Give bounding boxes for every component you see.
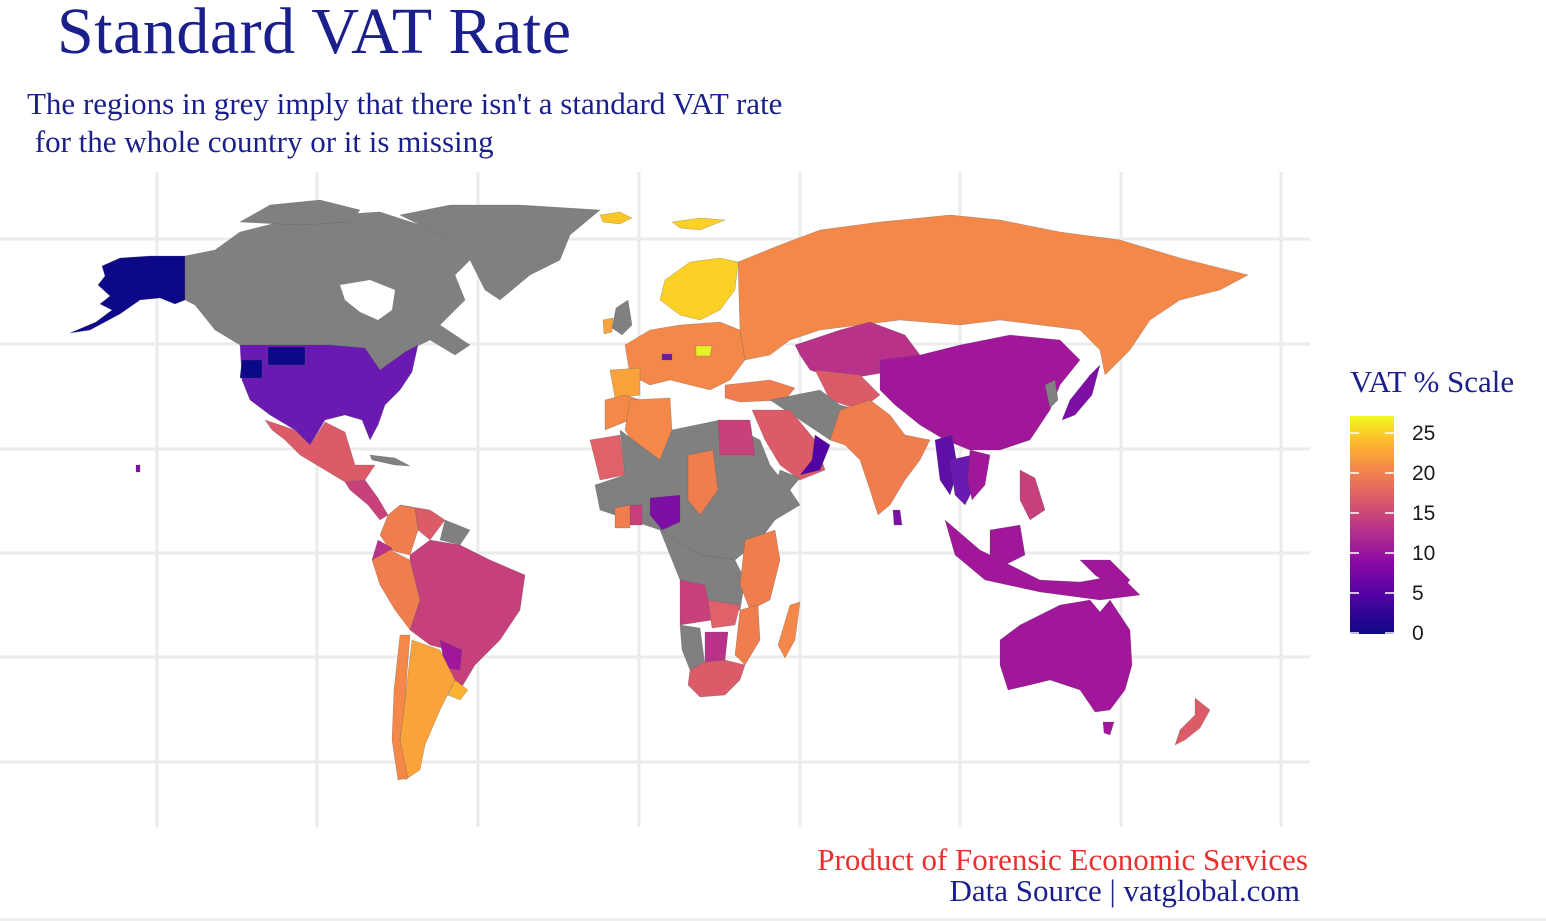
region-greenland <box>399 204 601 301</box>
region-oman <box>799 434 831 476</box>
legend-label-25: 25 <box>1412 422 1436 445</box>
region-scandinavia <box>659 257 739 321</box>
vat-legend: VAT % Scale 25 20 15 10 5 0 <box>1350 364 1515 644</box>
region-canada-islands <box>239 199 361 226</box>
region-brazil <box>409 539 526 691</box>
legend-label-0: 0 <box>1412 622 1424 645</box>
region-egypt <box>717 419 756 456</box>
region-oregon <box>239 359 263 379</box>
region-guyana <box>439 519 471 546</box>
region-hungary <box>695 345 713 357</box>
legend-tick-5 <box>1350 592 1394 594</box>
region-mozambique <box>734 604 761 666</box>
legend-label-5: 5 <box>1412 582 1424 605</box>
region-cuba <box>369 454 411 467</box>
chart-subtitle: The regions in grey imply that there isn… <box>27 86 783 159</box>
credit-text: Product of Forensic Economic Services <box>817 842 1308 877</box>
region-mexico <box>264 419 376 483</box>
bottom-divider <box>0 918 1546 921</box>
region-chile <box>391 634 411 781</box>
region-central-america <box>344 479 389 521</box>
world-map <box>0 172 1310 827</box>
region-mauritania <box>589 434 626 481</box>
region-chad <box>687 449 719 516</box>
legend-label-15: 15 <box>1412 502 1436 525</box>
region-srilanka <box>892 509 903 526</box>
legend-colorbar <box>1350 416 1394 634</box>
region-namibia <box>679 624 706 671</box>
region-korea <box>1044 379 1059 409</box>
region-europe-west <box>624 321 746 391</box>
region-borneo <box>989 524 1026 566</box>
region-china <box>879 334 1081 451</box>
region-south-africa <box>687 659 746 698</box>
region-montana <box>267 346 306 366</box>
legend-tick-20 <box>1350 472 1394 474</box>
region-ireland <box>602 317 614 335</box>
region-alaska <box>69 255 186 334</box>
region-usa <box>239 344 419 446</box>
legend-tick-25 <box>1350 432 1394 434</box>
region-hawaii <box>135 464 141 473</box>
region-iceland <box>599 211 633 225</box>
legend-label-20: 20 <box>1412 462 1436 485</box>
region-india <box>829 399 931 516</box>
region-japan <box>1061 364 1101 421</box>
region-uk <box>611 299 633 336</box>
region-tasmania <box>1102 721 1115 736</box>
legend-tick-10 <box>1350 552 1394 554</box>
region-new-zealand <box>1174 697 1211 746</box>
region-ghana <box>629 504 643 526</box>
legend-tick-0 <box>1350 632 1394 634</box>
region-uruguay <box>447 679 469 701</box>
legend-title: VAT % Scale <box>1350 364 1515 399</box>
region-indonesia <box>944 519 1141 601</box>
region-east-africa <box>739 529 781 611</box>
region-png <box>1079 559 1131 593</box>
region-australia <box>999 599 1133 713</box>
region-svalbard <box>671 217 726 231</box>
region-saudi <box>751 409 826 481</box>
chart-title: Standard VAT Rate <box>57 0 572 68</box>
legend-label-10: 10 <box>1412 542 1436 565</box>
region-zambia <box>707 599 741 629</box>
region-philippines <box>1019 469 1046 521</box>
region-ivory-coast <box>614 504 631 529</box>
region-nigeria <box>649 494 681 531</box>
region-vietnam <box>967 449 991 501</box>
region-botswana <box>704 631 729 663</box>
region-iberia <box>609 367 641 399</box>
data-source-text: Data Source | vatglobal.com <box>949 873 1300 908</box>
legend-tick-15 <box>1350 512 1394 514</box>
region-madagascar <box>777 601 801 659</box>
region-switzerland <box>661 353 673 361</box>
hudson-bay <box>340 280 395 320</box>
region-russia <box>737 214 1249 376</box>
